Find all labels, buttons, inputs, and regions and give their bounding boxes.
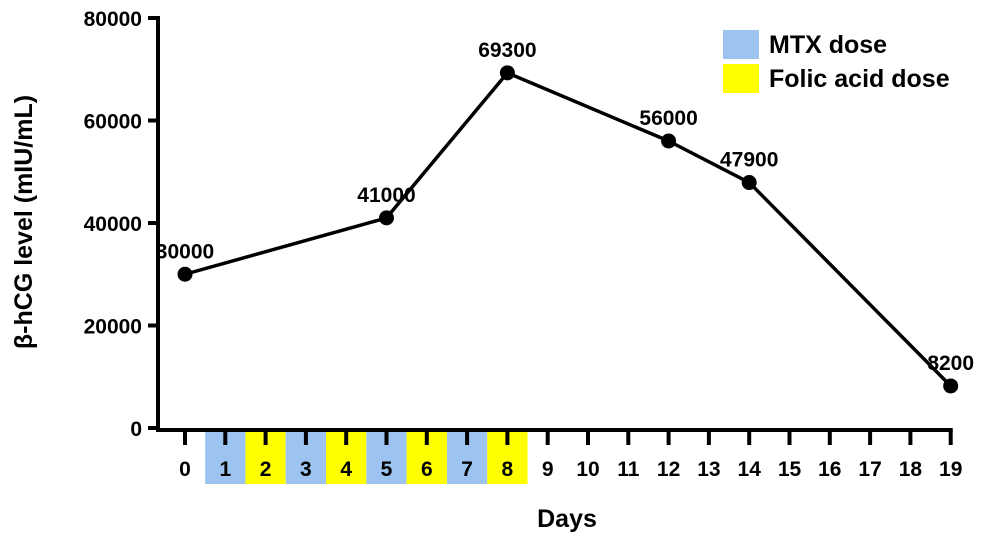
legend-label-mtx: MTX dose — [769, 31, 887, 59]
y-axis-title: β-hCG level (mIU/mL) — [10, 95, 38, 349]
legend: MTX dose Folic acid dose — [723, 30, 950, 93]
data-point-day-19 — [943, 378, 959, 394]
data-label-day-19: 8200 — [927, 352, 974, 375]
data-label-day-12: 56000 — [639, 107, 697, 130]
x-tick-label-15: 15 — [778, 458, 802, 481]
x-tick-label-10: 10 — [576, 458, 599, 481]
legend-swatch-folic — [723, 64, 759, 93]
data-label-day-8: 69300 — [478, 39, 536, 62]
x-tick-label-11: 11 — [617, 458, 640, 481]
x-tick-label-7: 7 — [461, 458, 473, 481]
x-tick-label-17: 17 — [858, 458, 881, 481]
data-label-day-0: 30000 — [156, 240, 214, 263]
x-tick-label-3: 3 — [300, 458, 312, 481]
x-tick-label-4: 4 — [340, 458, 352, 481]
x-tick-label-0: 0 — [179, 458, 191, 481]
legend-swatch-mtx — [723, 30, 759, 59]
data-point-day-0 — [177, 266, 193, 282]
x-tick-label-1: 1 — [219, 458, 231, 481]
x-axis-title: Days — [537, 505, 597, 533]
y-tick-label-80000: 80000 — [84, 8, 142, 31]
x-tick-label-5: 5 — [381, 458, 393, 481]
x-tick-label-6: 6 — [421, 458, 433, 481]
x-tick-label-13: 13 — [697, 458, 720, 481]
x-tick-label-12: 12 — [657, 458, 680, 481]
x-tick-label-9: 9 — [542, 458, 554, 481]
x-tick-label-2: 2 — [260, 458, 272, 481]
labels: 30000 41000 69300 56000 47900 8200 — [156, 39, 974, 375]
data-point-day-14 — [741, 175, 757, 191]
x-tick-label-14: 14 — [738, 458, 762, 481]
dose-bands — [205, 431, 528, 484]
y-tick-label-40000: 40000 — [84, 213, 142, 236]
x-tick-label-19: 19 — [939, 458, 962, 481]
series-line-0 — [184, 71, 952, 388]
x-tick-label-18: 18 — [899, 458, 923, 481]
y-tick-label-20000: 20000 — [84, 316, 142, 339]
series — [177, 65, 959, 394]
data-point-day-5 — [379, 210, 394, 226]
data-point-day-12 — [661, 133, 677, 149]
data-label-day-14: 47900 — [720, 149, 778, 172]
legend-label-folic: Folic acid dose — [769, 65, 950, 93]
y-tick-label-0: 0 — [130, 418, 142, 441]
data-point-day-8 — [499, 65, 515, 81]
x-tick-label-8: 8 — [502, 458, 514, 481]
x-tick-label-16: 16 — [818, 458, 841, 481]
y-tick-label-60000: 60000 — [84, 111, 142, 134]
data-label-day-5: 41000 — [357, 184, 415, 207]
